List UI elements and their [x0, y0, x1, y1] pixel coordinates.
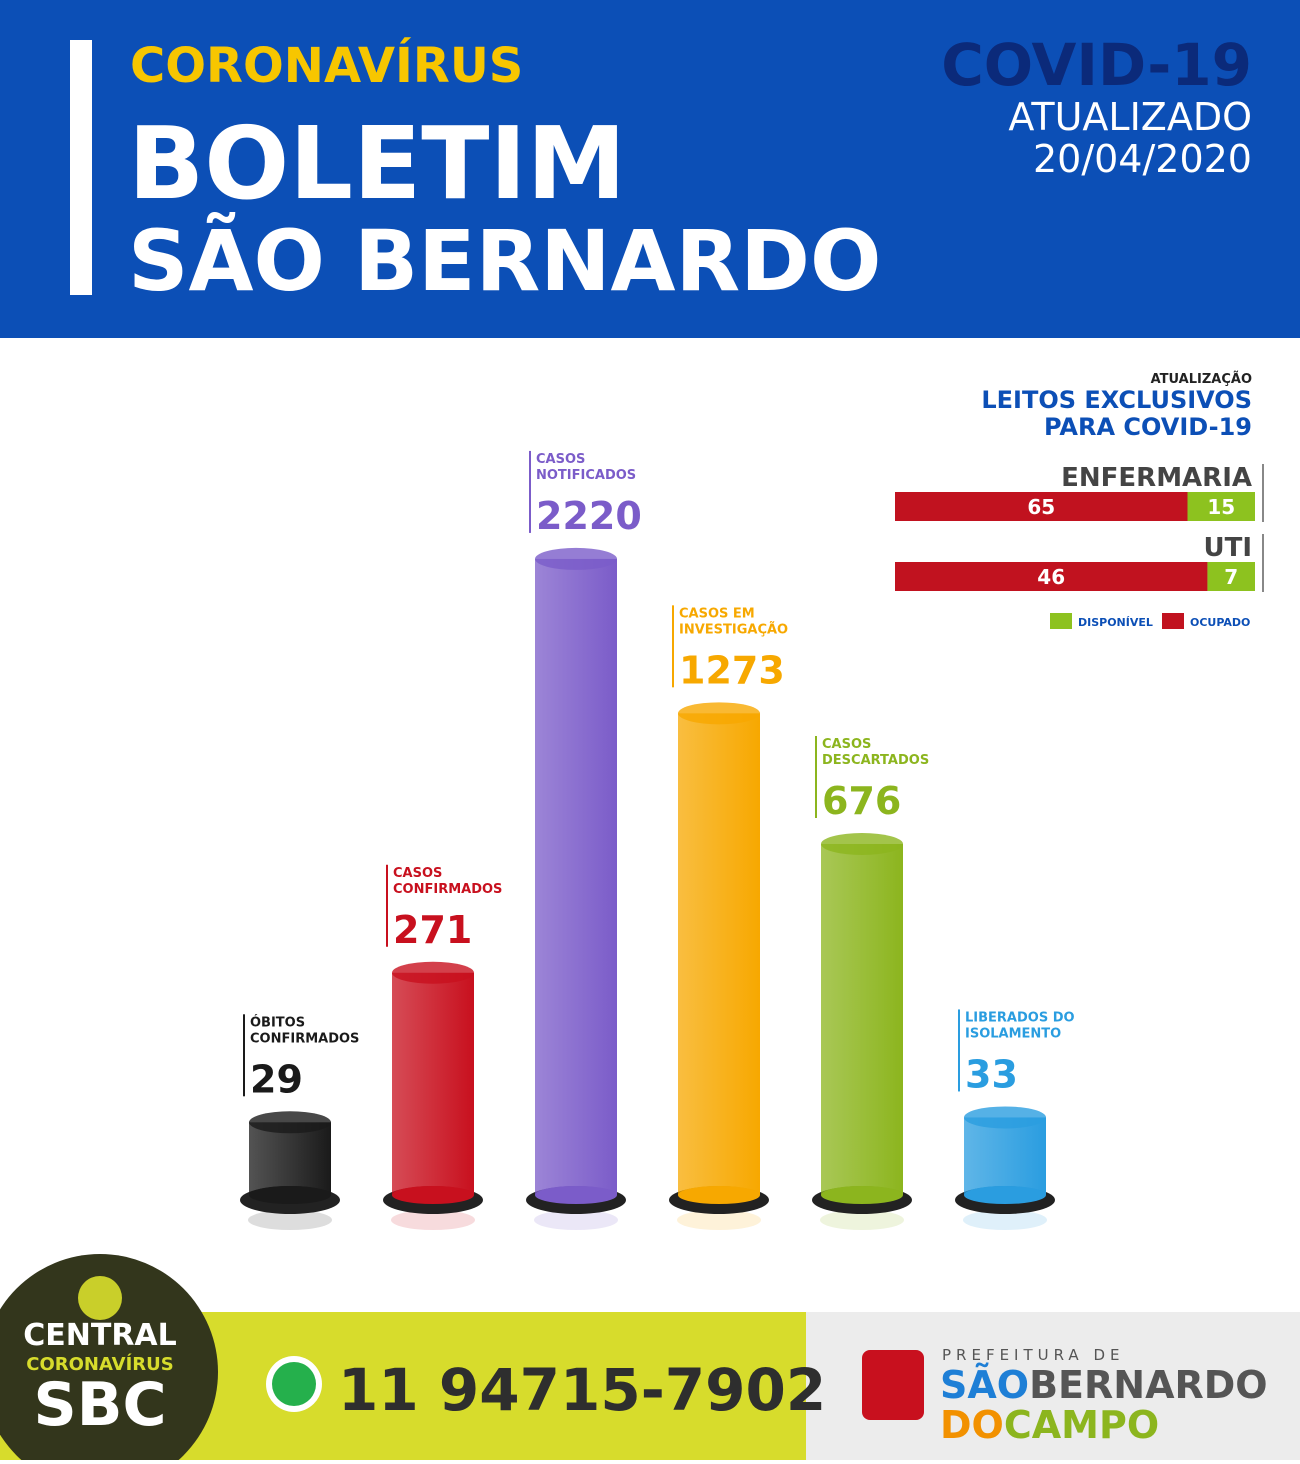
- category-label: CONFIRMADOS: [250, 1031, 359, 1046]
- coat-of-arms: [862, 1350, 924, 1420]
- beds-label: ATUALIZAÇÃO: [1151, 371, 1252, 387]
- bar-top: [249, 1111, 331, 1134]
- bar-shadow: [391, 1210, 475, 1230]
- category-label: LIBERADOS DO: [965, 1010, 1075, 1025]
- bed-bar-occupied: [895, 492, 1188, 521]
- bar-bottom: [535, 1186, 617, 1204]
- bed-row-name: UTI: [1203, 533, 1252, 563]
- bar-bottom: [964, 1186, 1046, 1204]
- bar: [821, 844, 903, 1195]
- bar-bottom: [392, 1186, 474, 1204]
- value-label: 33: [965, 1052, 1018, 1096]
- legend-swatch: [1162, 613, 1184, 629]
- bar-bottom: [678, 1186, 760, 1204]
- city-part: DO: [940, 1403, 1004, 1447]
- virus-icon: [78, 1276, 122, 1320]
- bar-top: [964, 1106, 1046, 1129]
- category-label: ISOLAMENTO: [965, 1026, 1061, 1041]
- phone: 11 94715-7902: [338, 1356, 826, 1424]
- date: 20/04/2020: [1033, 137, 1252, 181]
- value-label: 1273: [679, 648, 785, 692]
- beds-title: PARA COVID-19: [1044, 413, 1252, 441]
- category-label: CASOS: [536, 452, 585, 467]
- category-label: CASOS: [393, 866, 442, 881]
- bar-top: [821, 833, 903, 855]
- bar-top: [392, 961, 474, 984]
- bar: [392, 972, 474, 1195]
- category-label: NOTIFICADOS: [536, 468, 636, 483]
- bar-bottom: [249, 1186, 331, 1204]
- header-accent: [70, 40, 92, 295]
- title: SÃO BERNARDO: [128, 212, 881, 310]
- category-label: CONFIRMADOS: [393, 882, 502, 897]
- logo-text: CORONAVÍRUS: [26, 1353, 174, 1375]
- category-label: INVESTIGAÇÃO: [679, 621, 788, 637]
- bar: [535, 558, 617, 1195]
- updated-label: ATUALIZADO: [1008, 95, 1252, 139]
- bed-value: 46: [1037, 565, 1065, 589]
- legend-label: OCUPADO: [1190, 616, 1250, 629]
- category-label: ÓBITOS: [250, 1014, 305, 1030]
- legend-swatch: [1050, 613, 1072, 629]
- value-label: 29: [250, 1057, 303, 1101]
- whatsapp-icon: [272, 1362, 316, 1406]
- bar-bottom: [821, 1186, 903, 1204]
- logo-text: SBC: [34, 1370, 167, 1440]
- bar: [964, 1117, 1046, 1195]
- value-label: 2220: [536, 494, 642, 538]
- bar-shadow: [963, 1210, 1047, 1230]
- category-label: CASOS EM: [679, 606, 755, 621]
- bed-value: 7: [1224, 565, 1238, 589]
- kicker: CORONAVÍRUS: [130, 37, 523, 94]
- prefix: PREFEITURA DE: [942, 1346, 1125, 1364]
- bar-shadow: [248, 1210, 332, 1230]
- logo-text: CENTRAL: [23, 1318, 177, 1353]
- city-part: SÃO: [940, 1363, 1029, 1407]
- city-part: BERNARDO: [1029, 1363, 1268, 1407]
- value-label: 271: [393, 908, 472, 952]
- bar-shadow: [820, 1210, 904, 1230]
- bed-bar-occupied: [895, 562, 1208, 591]
- category-label: DESCARTADOS: [822, 753, 929, 768]
- badge: COVID-19: [941, 31, 1252, 99]
- bar-top: [678, 702, 760, 725]
- city: SÃOBERNARDO: [940, 1363, 1268, 1407]
- logo-circle: [0, 1254, 218, 1464]
- header-band: [0, 0, 1300, 338]
- bar: [249, 1122, 331, 1195]
- bar: [678, 713, 760, 1195]
- bed-bar-available: [1187, 492, 1255, 521]
- bed-row-name: ENFERMARIA: [1061, 463, 1252, 493]
- title: BOLETIM: [128, 105, 626, 222]
- beds-title: LEITOS EXCLUSIVOS: [981, 386, 1252, 414]
- bed-bar-available: [1207, 562, 1255, 591]
- bed-value: 65: [1027, 495, 1055, 519]
- value-label: 676: [822, 779, 901, 823]
- bar-top: [535, 547, 617, 570]
- bar-shadow: [534, 1210, 618, 1230]
- bed-value: 15: [1207, 495, 1235, 519]
- city-part: CAMPO: [1004, 1403, 1159, 1447]
- bar-shadow: [677, 1210, 761, 1230]
- legend-label: DISPONÍVEL: [1078, 616, 1153, 629]
- category-label: CASOS: [822, 737, 871, 752]
- city: DOCAMPO: [940, 1403, 1159, 1447]
